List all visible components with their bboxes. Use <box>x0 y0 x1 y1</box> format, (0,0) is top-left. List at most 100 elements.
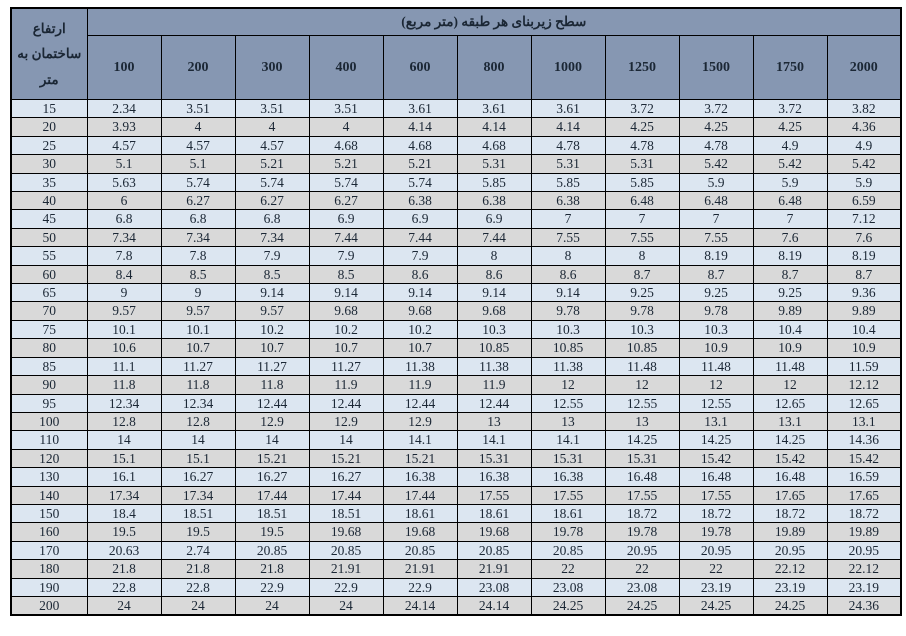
value-cell: 24.25 <box>530 595 606 616</box>
value-cell: 4.9 <box>752 135 828 156</box>
value-cell: 8.6 <box>456 264 532 285</box>
value-cell: 19.5 <box>160 522 236 542</box>
table-row: 180 21.8 21.8 21.8 21.91 21.91 21.91 22 22 22 22.1… <box>10 559 902 579</box>
value-cell: 20.95 <box>752 540 828 561</box>
value-cell: 12.44 <box>456 393 532 413</box>
table-header: ارتفاع ساختمان به متر سطح زیربنای هر طبق… <box>10 7 902 100</box>
value-cell: 2.34 <box>86 98 162 119</box>
value-cell: 12.8 <box>86 411 162 432</box>
value-cell: 7.8 <box>160 246 236 266</box>
value-cell: 10.6 <box>86 338 162 358</box>
value-cell: 3.51 <box>160 98 236 119</box>
value-cell: 20.85 <box>234 540 310 561</box>
column-header: 100 <box>86 35 162 100</box>
value-cell: 24 <box>308 595 384 616</box>
column-header: 600 <box>382 35 458 100</box>
value-cell: 16.38 <box>382 467 458 487</box>
value-cell: 4.78 <box>678 135 754 156</box>
value-cell: 10.9 <box>752 338 828 358</box>
value-cell: 5.42 <box>678 154 754 174</box>
value-cell: 19.5 <box>234 522 310 542</box>
value-cell: 16.59 <box>826 467 902 487</box>
value-cell: 24.14 <box>382 595 458 616</box>
value-cell: 11.8 <box>234 375 310 395</box>
value-cell: 12.8 <box>160 411 236 432</box>
value-cell: 16.1 <box>86 467 162 487</box>
value-cell: 12.9 <box>382 411 458 432</box>
value-cell: 8.5 <box>160 264 236 285</box>
value-cell: 9.89 <box>752 301 828 321</box>
value-cell: 14 <box>308 430 384 450</box>
table-row: 190 22.8 22.8 22.9 22.9 22.9 23.08 23.08 23.08 23… <box>10 577 902 597</box>
table-row: 90 11.8 11.8 11.8 11.9 11.9 11.9 12 12 12 12 12.12 <box>10 375 902 395</box>
height-cell: 70 <box>10 301 88 321</box>
value-cell: 11.48 <box>678 356 754 377</box>
height-cell: 90 <box>10 375 88 395</box>
value-cell: 17.44 <box>234 485 310 505</box>
value-cell: 12.34 <box>160 393 236 413</box>
value-cell: 18.72 <box>752 503 828 524</box>
value-cell: 19.78 <box>678 522 754 542</box>
value-cell: 7.34 <box>86 227 162 248</box>
value-cell: 6.48 <box>678 191 754 211</box>
value-cell: 6.9 <box>456 209 532 229</box>
value-cell: 8 <box>456 246 532 266</box>
value-cell: 12.12 <box>826 375 902 395</box>
value-cell: 9.89 <box>826 301 902 321</box>
value-cell: 5.42 <box>826 154 902 174</box>
value-cell: 18.72 <box>678 503 754 524</box>
value-cell: 6.38 <box>456 191 532 211</box>
value-cell: 5.85 <box>604 172 680 193</box>
value-cell: 5.31 <box>604 154 680 174</box>
value-cell: 11.27 <box>234 356 310 377</box>
value-cell: 3.72 <box>752 98 828 119</box>
value-cell: 18.51 <box>160 503 236 524</box>
value-cell: 20.95 <box>826 540 902 561</box>
value-cell: 7.8 <box>86 246 162 266</box>
value-cell: 5.74 <box>234 172 310 193</box>
value-cell: 15.21 <box>234 448 310 469</box>
table-row: 25 4.57 4.57 4.57 4.68 4.68 4.68 4.78 4.78 4.78 4.… <box>10 135 902 156</box>
value-cell: 3.51 <box>234 98 310 119</box>
table-row: 110 14 14 14 14 14.1 14.1 14.1 14.25 14.25 14.25 14… <box>10 430 902 450</box>
value-cell: 6.38 <box>530 191 606 211</box>
height-column-header: ارتفاع ساختمان به متر <box>10 7 88 100</box>
value-cell: 21.8 <box>234 559 310 579</box>
value-cell: 24 <box>86 595 162 616</box>
value-cell: 9.68 <box>456 301 532 321</box>
value-cell: 5.74 <box>382 172 458 193</box>
value-cell: 11.48 <box>752 356 828 377</box>
value-cell: 24.36 <box>826 595 902 616</box>
table-row: 70 9.57 9.57 9.57 9.68 9.68 9.68 9.78 9.78 9.78 9.… <box>10 301 902 321</box>
value-cell: 5.85 <box>456 172 532 193</box>
value-cell: 14.36 <box>826 430 902 450</box>
value-cell: 15.1 <box>86 448 162 469</box>
value-cell: 13 <box>456 411 532 432</box>
value-cell: 5.9 <box>752 172 828 193</box>
value-cell: 23.08 <box>604 577 680 597</box>
value-cell: 12.65 <box>752 393 828 413</box>
value-cell: 8.19 <box>678 246 754 266</box>
column-header: 400 <box>308 35 384 100</box>
value-cell: 6.9 <box>308 209 384 229</box>
value-cell: 22.8 <box>160 577 236 597</box>
value-cell: 4 <box>308 117 384 137</box>
value-cell: 17.65 <box>826 485 902 505</box>
value-cell: 16.27 <box>308 467 384 487</box>
value-cell: 16.48 <box>604 467 680 487</box>
value-cell: 24.25 <box>678 595 754 616</box>
value-cell: 7 <box>530 209 606 229</box>
value-cell: 11.48 <box>604 356 680 377</box>
value-cell: 10.7 <box>160 338 236 358</box>
table-title: سطح زیربنای هر طبقه (متر مربع) <box>86 7 902 36</box>
value-cell: 24.25 <box>604 595 680 616</box>
value-cell: 10.3 <box>678 319 754 340</box>
table-row: 80 10.6 10.7 10.7 10.7 10.7 10.85 10.85 10.85 10.… <box>10 338 902 358</box>
value-cell: 22 <box>530 559 606 579</box>
table-row: 30 5.1 5.1 5.21 5.21 5.21 5.31 5.31 5.31 5.42 5.42… <box>10 154 902 174</box>
value-cell: 15.31 <box>530 448 606 469</box>
height-cell: 100 <box>10 411 88 432</box>
height-cell: 130 <box>10 467 88 487</box>
height-cell: 75 <box>10 319 88 340</box>
value-cell: 7.55 <box>678 227 754 248</box>
